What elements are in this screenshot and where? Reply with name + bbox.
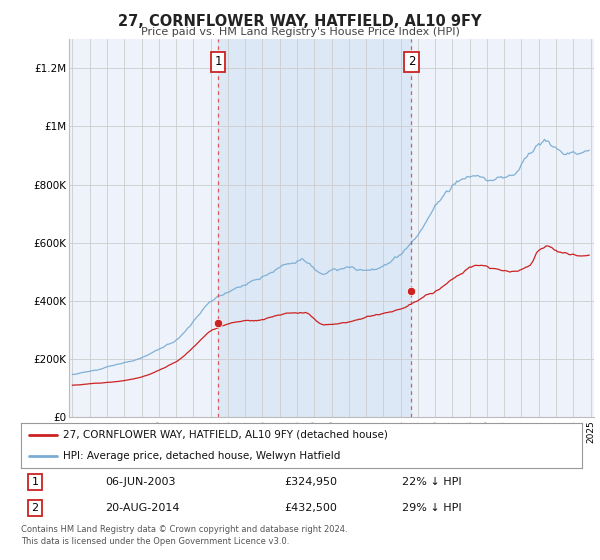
- Text: 2: 2: [31, 503, 38, 513]
- Text: Contains HM Land Registry data © Crown copyright and database right 2024.
This d: Contains HM Land Registry data © Crown c…: [21, 525, 347, 546]
- Text: 06-JUN-2003: 06-JUN-2003: [105, 477, 176, 487]
- Text: Price paid vs. HM Land Registry's House Price Index (HPI): Price paid vs. HM Land Registry's House …: [140, 27, 460, 37]
- Text: 2: 2: [408, 55, 415, 68]
- Text: £324,950: £324,950: [284, 477, 338, 487]
- Text: 22% ↓ HPI: 22% ↓ HPI: [403, 477, 462, 487]
- Text: HPI: Average price, detached house, Welwyn Hatfield: HPI: Average price, detached house, Welw…: [63, 450, 340, 460]
- Bar: [218, 39, 412, 417]
- Text: 27, CORNFLOWER WAY, HATFIELD, AL10 9FY: 27, CORNFLOWER WAY, HATFIELD, AL10 9FY: [118, 14, 482, 29]
- Text: 1: 1: [214, 55, 222, 68]
- Text: 20-AUG-2014: 20-AUG-2014: [105, 503, 179, 513]
- Text: 27, CORNFLOWER WAY, HATFIELD, AL10 9FY (detached house): 27, CORNFLOWER WAY, HATFIELD, AL10 9FY (…: [63, 430, 388, 440]
- Text: £432,500: £432,500: [284, 503, 338, 513]
- Text: 29% ↓ HPI: 29% ↓ HPI: [403, 503, 462, 513]
- Text: 1: 1: [32, 477, 38, 487]
